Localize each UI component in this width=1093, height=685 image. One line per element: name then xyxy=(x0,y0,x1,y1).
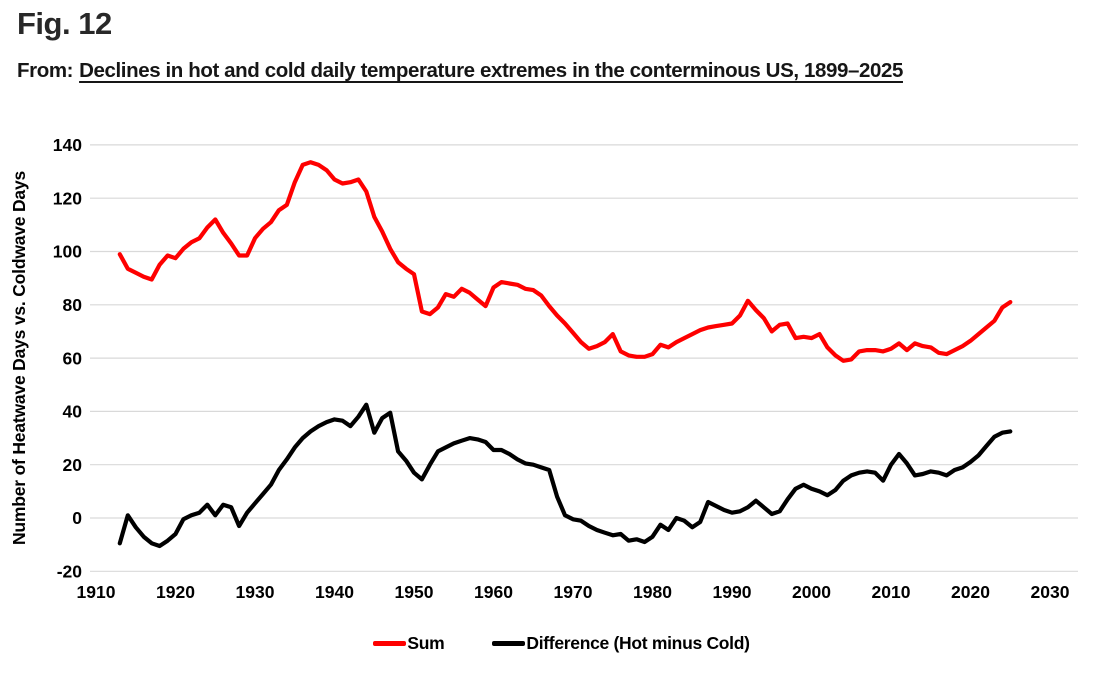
y-tick-label: 100 xyxy=(53,242,82,262)
x-tick-label: 2000 xyxy=(792,582,831,602)
y-tick-label: -20 xyxy=(57,562,83,582)
legend-swatch-sum xyxy=(373,641,407,646)
gridlines xyxy=(90,144,1078,572)
x-tick-label: 1990 xyxy=(713,582,752,602)
sum-line xyxy=(117,160,1013,363)
legend-item-sum: Sum xyxy=(373,633,445,654)
source-line: From: Declines in hot and cold daily temp… xyxy=(17,59,1077,83)
y-axis-title: Number of Heatwave Days vs. Coldwave Day… xyxy=(9,171,29,546)
x-tick-label: 2020 xyxy=(951,582,990,602)
x-tick-label: 1980 xyxy=(633,582,672,602)
legend-swatch-difference xyxy=(492,641,526,646)
x-tick-label: 1970 xyxy=(554,582,593,602)
difference-line xyxy=(117,402,1013,549)
source-article-link[interactable]: Declines in hot and cold daily temperatu… xyxy=(79,59,903,82)
source-prefix: From: xyxy=(17,59,74,82)
x-tick-label: 1920 xyxy=(156,582,195,602)
y-tick-label: 140 xyxy=(53,135,82,155)
x-tick-label: 1930 xyxy=(236,582,275,602)
x-tick-label: 2010 xyxy=(872,582,911,602)
y-tick-label: 0 xyxy=(72,508,82,528)
legend-item-difference: Difference (Hot minus Cold) xyxy=(492,633,750,654)
y-tick-label: 60 xyxy=(63,348,83,368)
chart-svg: 140 120 100 80 60 40 20 0 -20 1910 1920 1930 1940 19… xyxy=(9,135,1078,602)
y-tick-label: 20 xyxy=(63,455,83,475)
x-tick-label: 1950 xyxy=(395,582,434,602)
chart-legend: Sum Difference (Hot minus Cold) xyxy=(0,633,1093,654)
x-tick-label: 1960 xyxy=(474,582,513,602)
legend-label: Difference (Hot minus Cold) xyxy=(526,633,750,653)
x-tick-label: 2030 xyxy=(1031,582,1070,602)
figure-label: Fig. 12 xyxy=(17,6,112,41)
legend-label: Sum xyxy=(407,633,445,653)
y-tick-label: 40 xyxy=(63,402,83,422)
x-tick-label: 1910 xyxy=(77,582,116,602)
y-tick-label: 80 xyxy=(63,295,83,315)
y-tick-label: 120 xyxy=(53,188,82,208)
x-tick-label: 1940 xyxy=(315,582,354,602)
